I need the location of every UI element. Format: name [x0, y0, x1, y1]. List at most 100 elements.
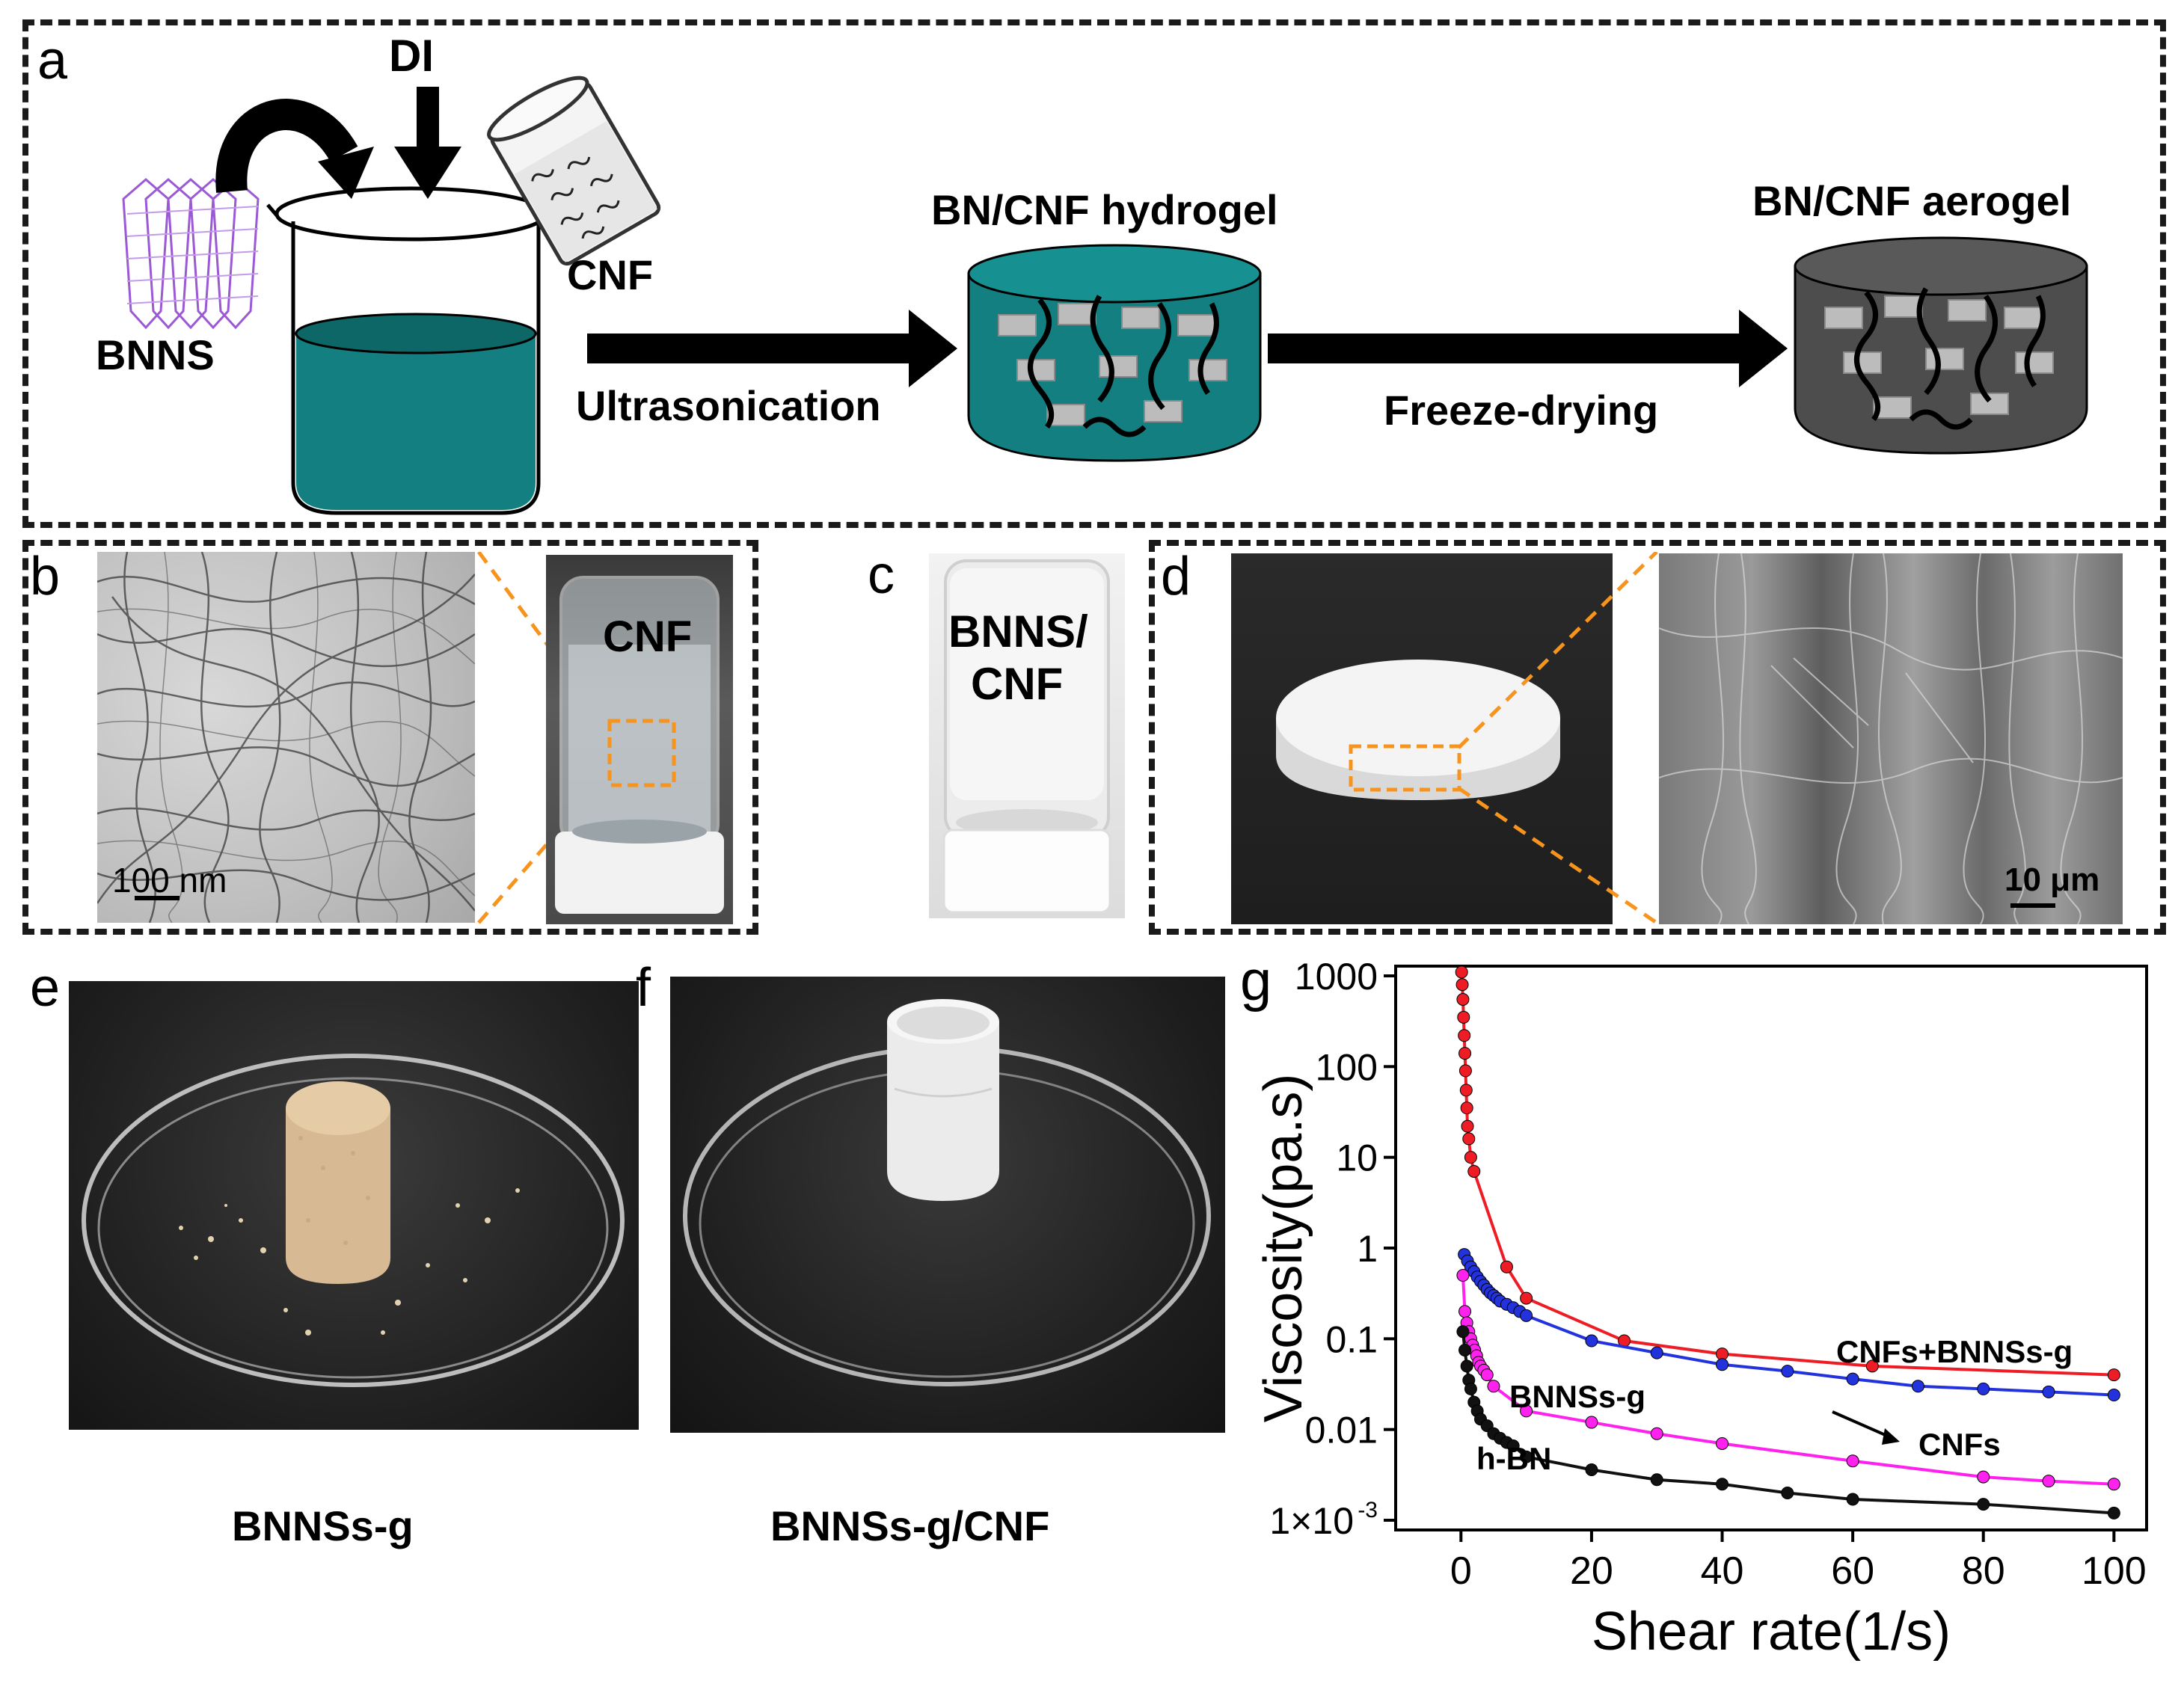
y-tick-label: 1×10 — [1269, 1500, 1354, 1542]
annotation-cnfs: CNFs — [1918, 1427, 2001, 1462]
data-point-cnfs-bnnss-g — [1458, 1064, 1472, 1078]
data-point-cnfs-bnnss-g — [1459, 1084, 1473, 1097]
data-point-cnfs — [1650, 1346, 1663, 1359]
data-point-h-bn — [1506, 1439, 1520, 1453]
data-point-cnfs-bnnss-g — [1865, 1359, 1879, 1373]
series-line-cnfs-bnnss-g — [1460, 971, 2114, 1377]
hydrogel-label: BN/CNF hydrogel — [931, 186, 1278, 233]
x-axis-title: Shear rate(1/s) — [1592, 1602, 1951, 1662]
bnns-cnf-vial-photo — [929, 553, 1125, 918]
data-point-bnnss-g — [1846, 1454, 1859, 1468]
x-tick-label: 20 — [1570, 1549, 1613, 1593]
panel-d-frame — [1149, 540, 2166, 935]
bnns-sheets-icon — [122, 178, 260, 330]
data-point-cnfs — [1781, 1365, 1794, 1378]
data-point-cnfs — [1846, 1372, 1859, 1386]
data-point-cnfs — [2042, 1385, 2055, 1398]
y-tick-label: 0.1 — [1325, 1318, 1378, 1360]
x-axis-ticks: 0 20 40 60 80 100 — [1450, 1530, 2147, 1593]
data-point-cnfs — [1716, 1358, 1729, 1371]
panel-e-caption: BNNSs-g — [232, 1502, 414, 1549]
annotation-cnfs-bnnss-g: CNFs+BNNSs-g — [1836, 1334, 2073, 1369]
data-point-bnnss-g — [1520, 1404, 1533, 1418]
y-axis-title: Viscosity(pa.s) — [1254, 1074, 1313, 1423]
data-point-cnfs-bnnss-g — [1455, 965, 1468, 979]
data-point-h-bn — [1520, 1450, 1533, 1463]
data-point-bnnss-g — [1480, 1368, 1494, 1382]
series-layer — [1455, 965, 2120, 1519]
data-point-bnnss-g — [2107, 1478, 2120, 1491]
data-point-cnfs-bnnss-g — [2107, 1368, 2120, 1382]
data-point-h-bn — [1585, 1463, 1598, 1477]
data-point-h-bn — [1716, 1478, 1729, 1491]
data-point-cnfs — [2107, 1389, 2120, 1402]
data-point-cnfs-bnnss-g — [1500, 1260, 1513, 1273]
bnns-cnf-vial-label-line2: CNF — [971, 659, 1064, 709]
panel-e-label: e — [30, 958, 61, 1018]
data-point-cnfs-bnnss-g — [1456, 978, 1469, 992]
data-point-cnfs-bnnss-g — [1520, 1291, 1533, 1305]
aerogel-sem-image — [1659, 553, 2123, 924]
panel-f-caption: BNNSs-g/CNF — [770, 1502, 1050, 1549]
x-tick-label: 100 — [2082, 1549, 2147, 1593]
freeze-drying-arrow-icon — [1268, 310, 1788, 387]
aerogel-disk-photo — [1231, 553, 1613, 924]
y-tick-label: 1 — [1357, 1228, 1378, 1270]
data-point-bnnss-g — [1977, 1470, 1990, 1484]
panel-f-label: f — [636, 958, 651, 1018]
data-point-bnnss-g — [1487, 1380, 1500, 1393]
data-point-cnfs-bnnss-g — [1457, 1010, 1470, 1024]
x-tick-label: 40 — [1701, 1549, 1744, 1593]
bnns-g-petri-photo — [69, 981, 639, 1430]
data-point-h-bn — [1781, 1486, 1794, 1499]
cnf-label: CNF — [567, 251, 654, 298]
data-point-bnnss-g — [1458, 1305, 1472, 1318]
panel-a-label: a — [37, 31, 68, 90]
data-point-cnfs — [1585, 1334, 1598, 1348]
data-point-cnfs-bnnss-g — [1456, 993, 1470, 1007]
curved-arrow-icon — [215, 99, 358, 193]
panel-c-label: c — [868, 545, 895, 605]
aerogel-label: BN/CNF aerogel — [1752, 177, 2072, 224]
annotation-h-bn: h-BN — [1476, 1441, 1551, 1476]
aerogel-disk-icon — [1794, 236, 2088, 455]
cnf-tem-image — [97, 552, 475, 923]
data-point-h-bn — [1650, 1473, 1663, 1487]
data-point-h-bn — [1977, 1498, 1990, 1511]
data-point-h-bn — [1460, 1359, 1473, 1373]
data-point-h-bn — [1846, 1493, 1859, 1506]
bnns-label: BNNS — [96, 331, 215, 378]
data-point-bnnss-g — [1456, 1269, 1470, 1282]
viscosity-chart: 0 20 40 60 80 100 1×10 -3 0.01 0.1 1 10 100 1000 She… — [1254, 956, 2148, 1662]
data-point-cnfs-bnnss-g — [1458, 1029, 1471, 1042]
y-tick-label: 100 — [1316, 1046, 1378, 1088]
y-tick-label: 10 — [1336, 1137, 1378, 1179]
data-point-cnfs-bnnss-g — [1464, 1151, 1477, 1164]
data-point-cnfs-bnnss-g — [1458, 1047, 1472, 1060]
cnf-cup-icon — [487, 76, 661, 266]
y-axis-ticks: 1×10 -3 0.01 0.1 1 10 100 1000 — [1269, 956, 1396, 1542]
di-arrow-icon — [394, 87, 461, 199]
panel-a-frame — [22, 19, 2166, 528]
data-point-bnnss-g — [1585, 1416, 1598, 1429]
panel-b-frame — [22, 540, 758, 935]
data-point-cnfs — [1520, 1309, 1533, 1322]
data-point-h-bn — [2107, 1506, 2120, 1519]
x-tick-label: 0 — [1450, 1549, 1472, 1593]
x-tick-label: 60 — [1831, 1549, 1874, 1593]
bnns-cnf-vial-label-line1: BNNS/ — [948, 606, 1088, 657]
panel-g-label: g — [1240, 949, 1272, 1012]
data-point-cnfs-bnnss-g — [1460, 1101, 1473, 1115]
di-label: DI — [389, 31, 434, 81]
annotation-bnnss-g: BNNSs-g — [1509, 1379, 1645, 1414]
ultrasonication-label: Ultrasonication — [576, 382, 881, 429]
tem-scale-bar-label: 100 nm — [112, 861, 227, 900]
bnns-g-cnf-petri-photo — [670, 977, 1225, 1433]
data-point-cnfs-bnnss-g — [1467, 1164, 1481, 1178]
hydrogel-disk-icon — [967, 244, 1262, 462]
y-tick-label: 0.01 — [1305, 1410, 1378, 1451]
data-point-cnfs — [1911, 1380, 1924, 1393]
data-point-cnfs-bnnss-g — [1462, 1132, 1476, 1146]
cnf-vial-photo — [546, 555, 733, 924]
panel-a-schematic — [122, 76, 2088, 515]
